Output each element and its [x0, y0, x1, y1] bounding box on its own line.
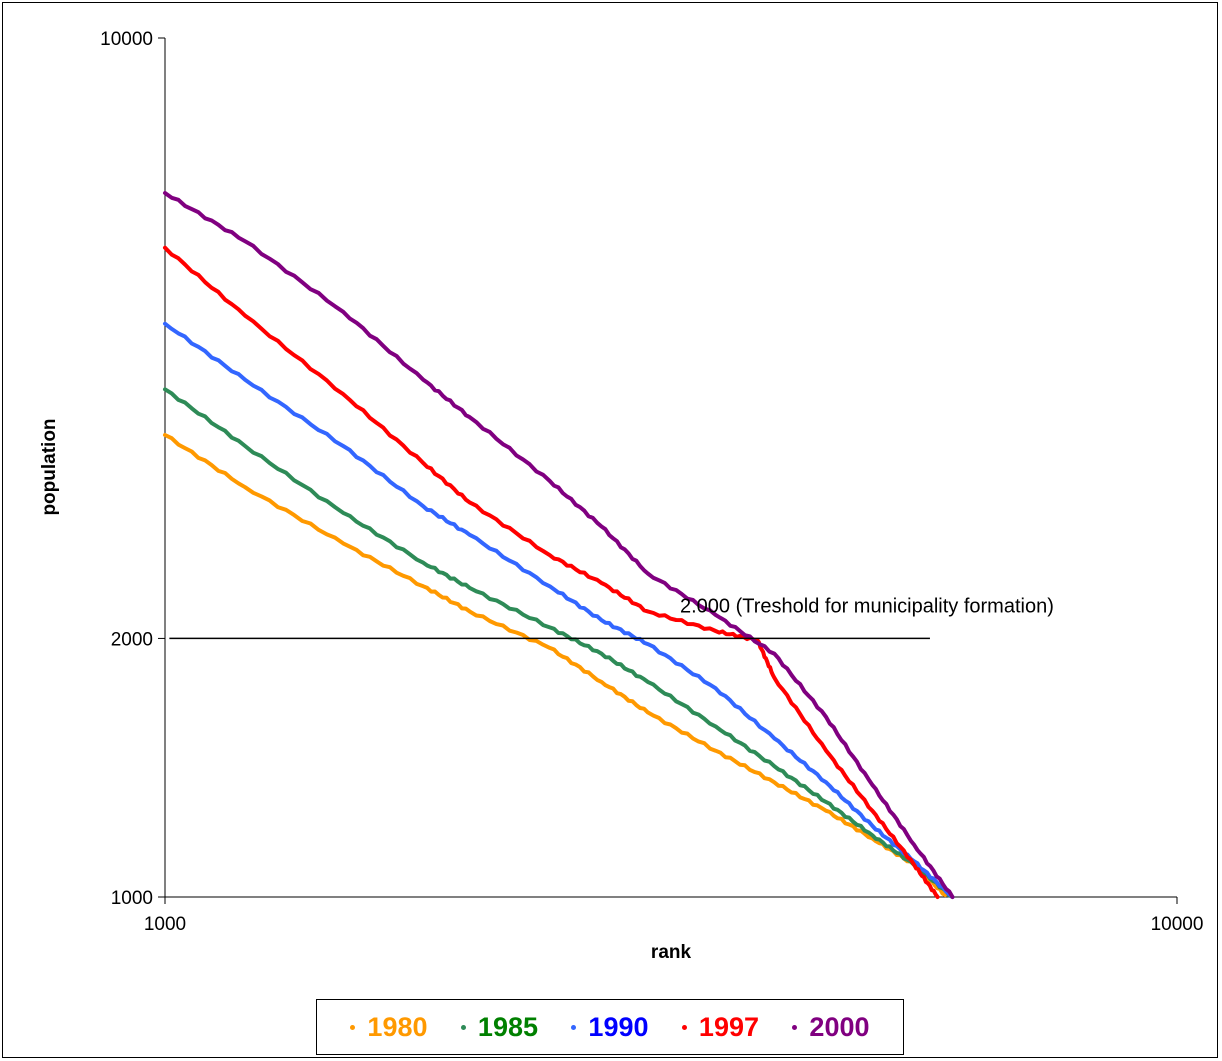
legend-marker [571, 1024, 577, 1030]
legend-label: 2000 [809, 1011, 870, 1042]
series-line-2000 [163, 191, 955, 899]
legend-label: 1997 [698, 1011, 759, 1042]
legend-label: 1990 [588, 1011, 649, 1042]
legend-label: 1985 [477, 1011, 538, 1042]
legend-item-1985: 1985 [460, 1011, 538, 1043]
legend-item-1980: 1980 [350, 1011, 428, 1043]
y-tick-label: 2000 [111, 629, 153, 650]
legend-marker [460, 1024, 466, 1030]
y-tick-label: 10000 [100, 29, 153, 50]
legend: 1980 1985 1990 1997 2000 [316, 999, 904, 1055]
threshold-annotation: 2.000 (Treshold for municipality formati… [680, 595, 1054, 617]
series-line-1980 [163, 433, 948, 898]
annotation-layer: 2.000 (Treshold for municipality formati… [169, 595, 1054, 640]
series-line-1985 [163, 387, 955, 899]
x-axis-label: rank [651, 942, 692, 963]
legend-label: 1980 [367, 1011, 428, 1042]
series-line-1997 [163, 245, 940, 899]
legend-item-1997: 1997 [681, 1011, 759, 1043]
legend-marker [681, 1024, 687, 1030]
series-layer [163, 191, 955, 899]
y-tick-label: 1000 [111, 888, 153, 909]
series-line-1990 [163, 321, 955, 899]
y-axis-label: population [39, 418, 60, 515]
axes: 10000 2000 1000 1000 10000 [100, 29, 1203, 935]
x-tick-label: 10000 [1151, 914, 1204, 935]
legend-item-1990: 1990 [571, 1011, 649, 1043]
legend-marker [350, 1024, 356, 1030]
legend-item-2000: 2000 [792, 1011, 870, 1043]
legend-marker [792, 1024, 798, 1030]
x-tick-label: 1000 [144, 914, 186, 935]
